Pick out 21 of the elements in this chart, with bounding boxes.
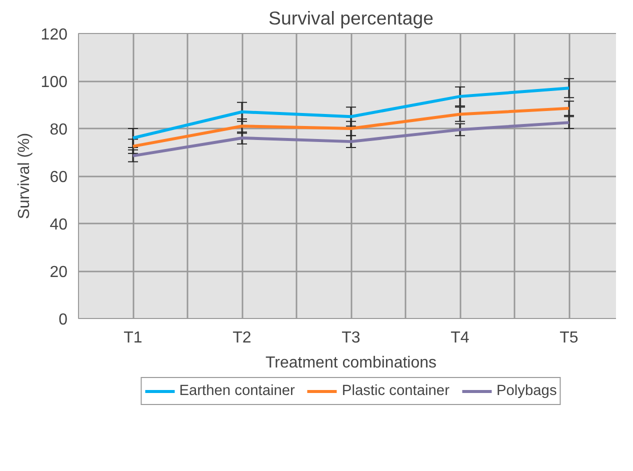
y-tick-label: 0	[58, 312, 68, 328]
y-tick-label: 120	[40, 26, 68, 44]
chart-title: Survival percentage	[268, 8, 434, 28]
x-tick-label: T2	[232, 330, 252, 346]
y-tick-label: 80	[50, 122, 68, 138]
x-tick-label: T1	[124, 330, 142, 346]
y-axis-title: Survival (%)	[16, 132, 33, 220]
y-tick-label: 20	[50, 264, 68, 281]
x-tick-label: T3	[342, 330, 360, 346]
legend-label: Plastic container	[342, 383, 450, 399]
y-tick-label: 60	[50, 169, 68, 186]
x-tick-label: T5	[560, 330, 578, 346]
line-series	[132, 86, 570, 140]
line-series	[132, 106, 570, 148]
y-tick-label: 100	[40, 74, 68, 91]
legend-label: Earthen container	[179, 383, 295, 399]
line-series	[132, 121, 570, 158]
y-tick-label: 40	[50, 216, 68, 234]
legend-label: Polybags	[496, 383, 557, 399]
x-tick-label: T4	[450, 330, 470, 346]
x-axis-title: Treatment combinations	[265, 354, 437, 372]
